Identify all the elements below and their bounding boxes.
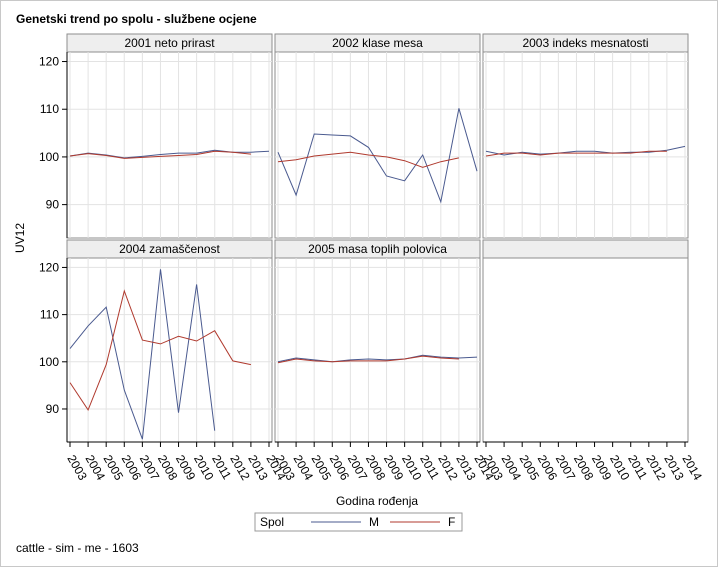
- legend-label-f: F: [448, 515, 455, 529]
- y-axis-label: UV12: [13, 223, 27, 253]
- y-tick-label: 100: [39, 355, 59, 369]
- panel-header: [482, 239, 689, 259]
- legend-label-m: M: [369, 515, 379, 529]
- series-line-f: [485, 150, 667, 157]
- series-line-f: [277, 355, 459, 364]
- y-tick-label: 110: [40, 102, 59, 116]
- panel-frame: [482, 33, 689, 239]
- panel-4: 2004 zamaščenost: [66, 239, 273, 443]
- panel-title: 2003 indeks mesnatosti: [522, 36, 648, 50]
- panel-title: 2004 zamaščenost: [119, 242, 220, 256]
- series-line-f: [69, 150, 251, 159]
- y-tick-label: 90: [46, 198, 60, 212]
- legend: Spol M F: [254, 512, 463, 532]
- panel-title: 2001 neto prirast: [124, 36, 215, 50]
- page-title: Genetski trend po spolu - službene ocjen…: [16, 12, 257, 26]
- panel-frame: [482, 239, 689, 443]
- panel-header: [66, 33, 273, 53]
- series-line-m: [277, 354, 478, 363]
- series-line-m: [277, 108, 478, 204]
- series-line-f: [277, 151, 460, 168]
- x-axis-label: Godina rođenja: [336, 494, 418, 508]
- series-line-m: [69, 269, 216, 440]
- panel-header: [66, 239, 273, 259]
- panel-header: [482, 33, 689, 53]
- y-tick-label: 120: [39, 260, 59, 274]
- panel-header: [274, 239, 481, 259]
- legend-title: Spol: [260, 515, 284, 529]
- panel-frame: [274, 33, 481, 239]
- panel-2: 2002 klase mesa: [274, 33, 481, 239]
- y-tick-label: 120: [39, 55, 59, 69]
- panel-title: 2002 klase mesa: [332, 36, 423, 50]
- panel-frame: [274, 239, 481, 443]
- y-tick-label: 90: [46, 402, 60, 416]
- panel-title: 2005 masa toplih polovica: [308, 242, 447, 256]
- panel-1: 2001 neto prirast: [66, 33, 273, 239]
- y-tick-label: 100: [39, 150, 59, 164]
- panel-empty: [482, 239, 689, 443]
- footnote: cattle - sim - me - 1603: [16, 541, 139, 555]
- panel-3: 2003 indeks mesnatosti: [482, 33, 689, 239]
- y-tick-label: 110: [40, 308, 59, 322]
- panel-5: 2005 masa toplih polovica: [274, 239, 481, 443]
- panel-frame: [66, 33, 273, 239]
- panel-header: [274, 33, 481, 53]
- series-line-f: [69, 289, 252, 411]
